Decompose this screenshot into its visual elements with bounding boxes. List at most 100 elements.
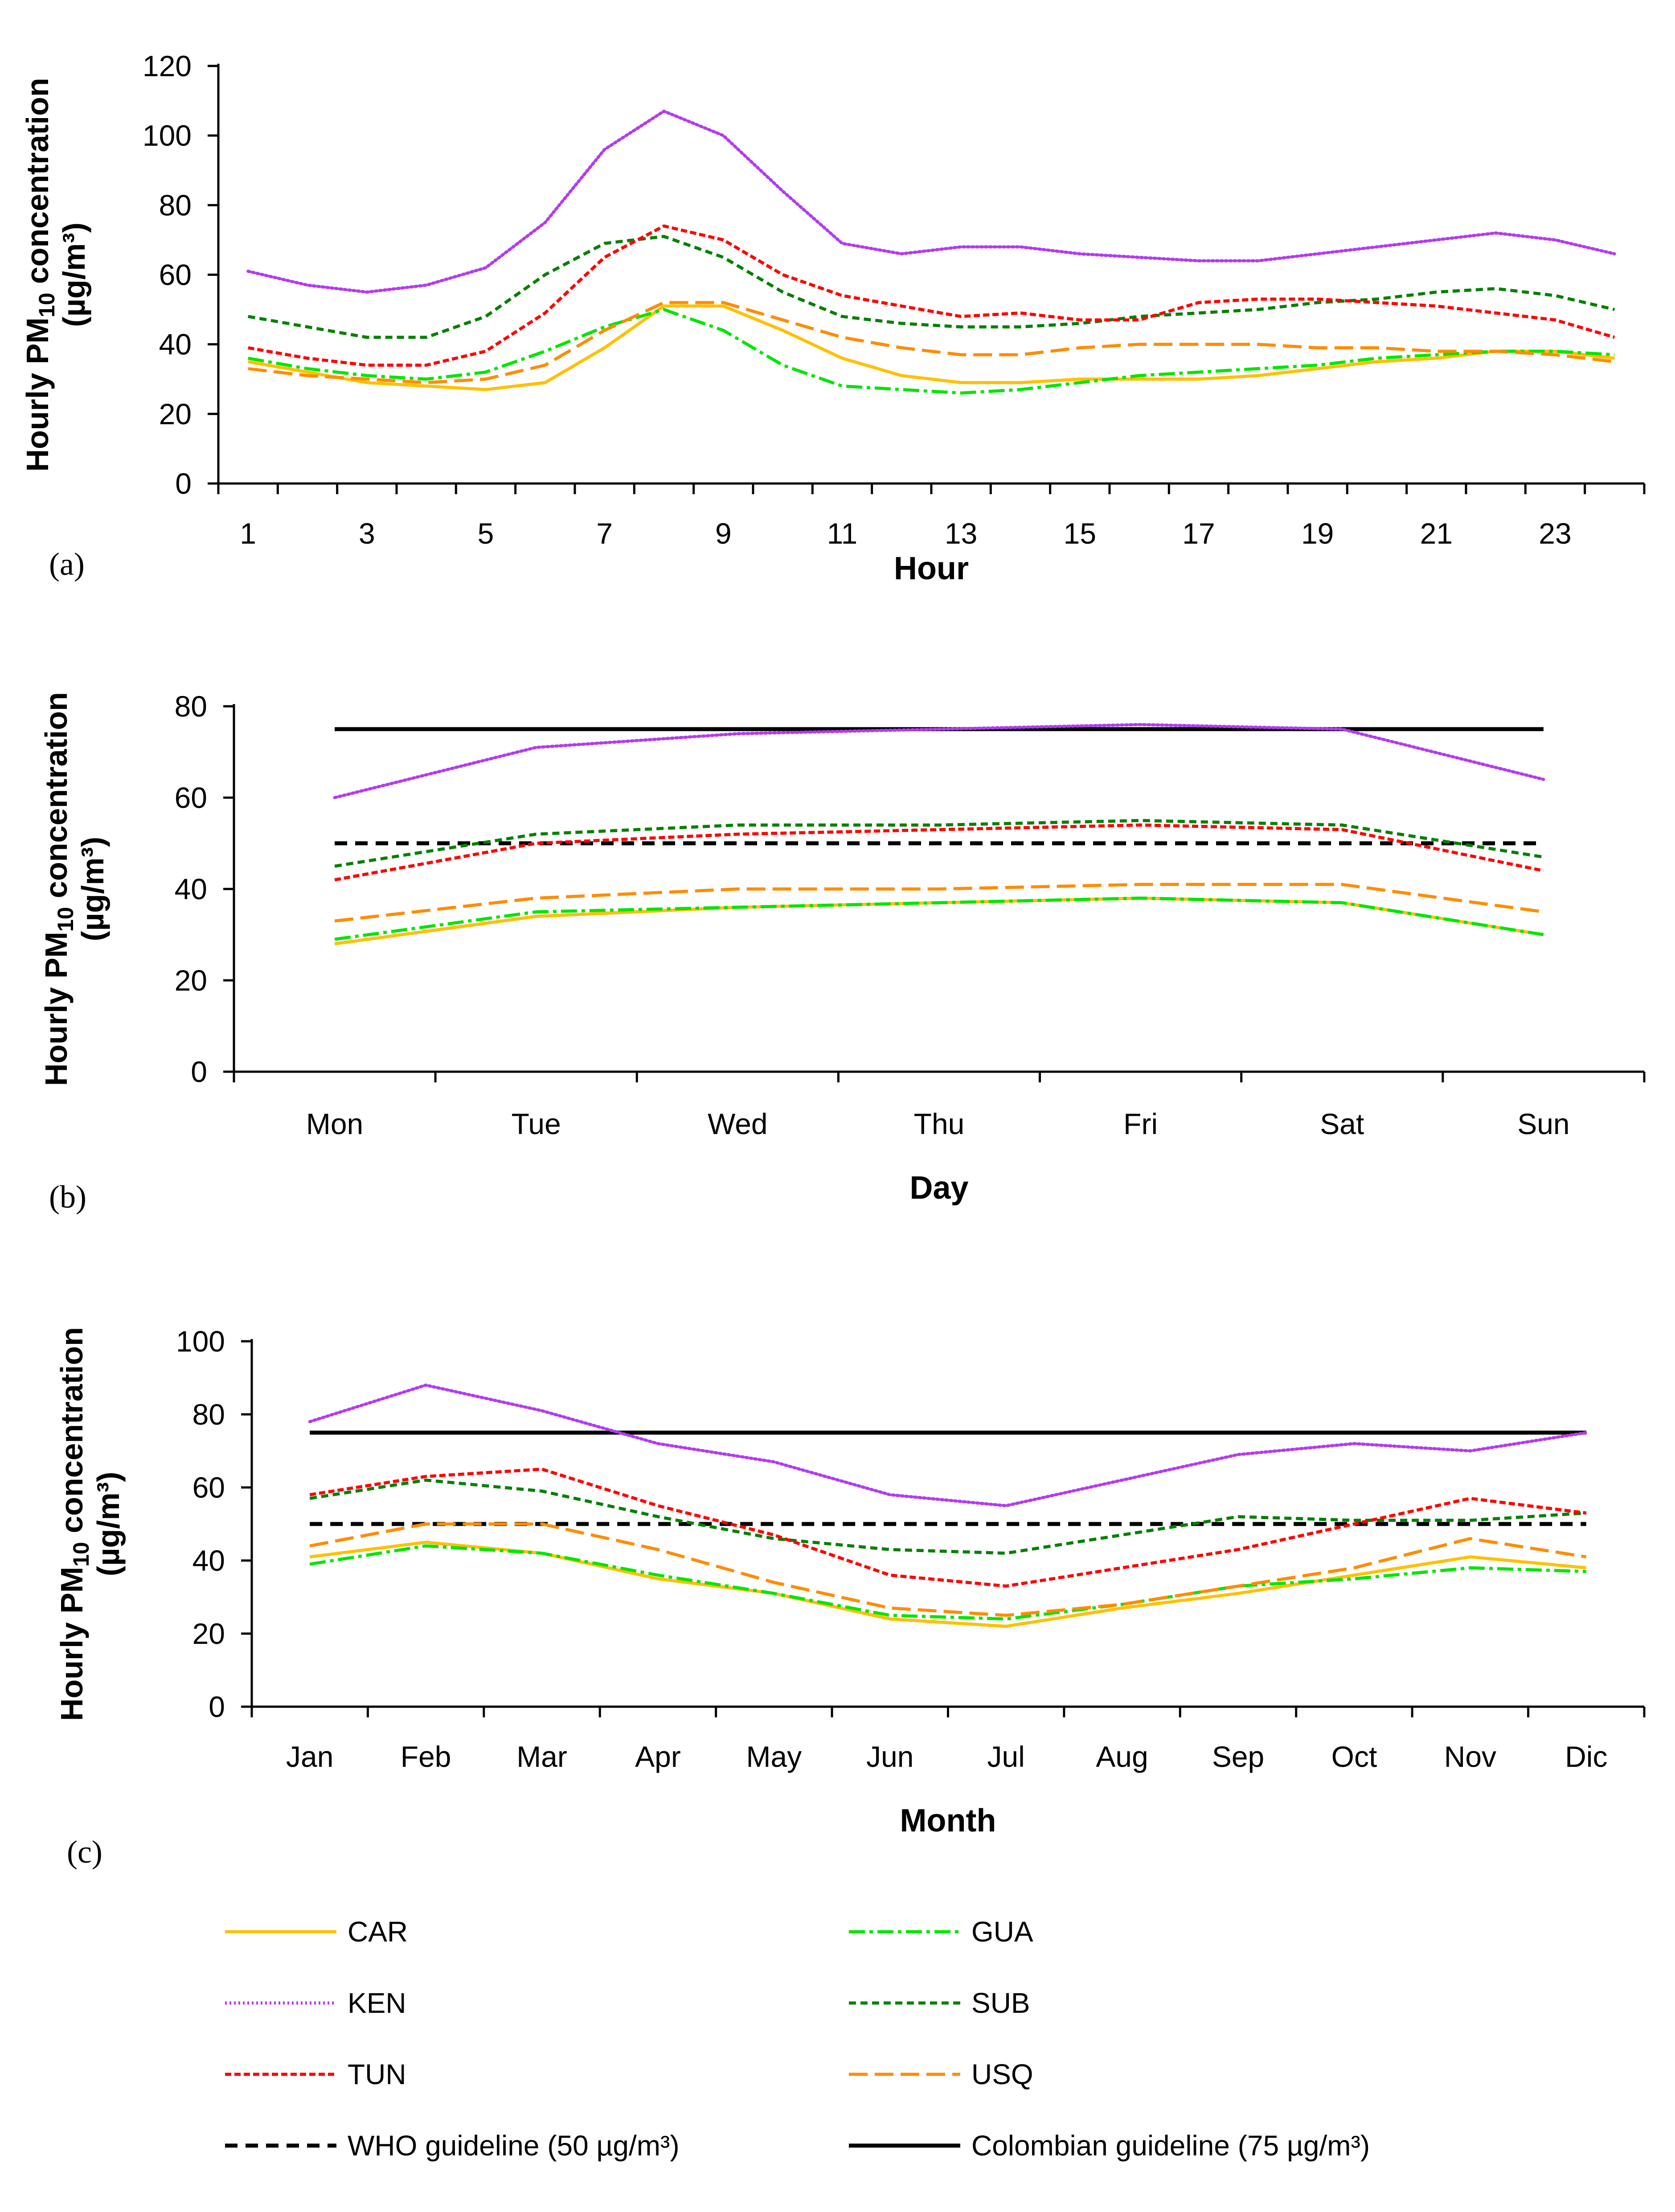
series-line-tun [309,1467,1587,1588]
x-tick-label: Apr [635,1740,681,1773]
y-tick-label: 60 [192,1471,225,1504]
y-axis-title-suffix: concentration [20,78,55,292]
y-tick-label: 0 [191,1055,207,1088]
x-tick-label: Sun [1517,1107,1569,1140]
y-tick-label: 0 [175,467,192,500]
y-axis-title-prefix: Hourly PM [39,932,74,1086]
series-line-ken [308,1383,1588,1507]
y-axis-title-suffix: concentration [54,1327,89,1542]
x-tick-label: 3 [359,517,375,550]
x-tick-label: Jun [866,1740,913,1773]
x-tick-label: Wed [708,1107,768,1140]
y-axis-title: Hourly PM10 concentration [39,692,78,1086]
x-tick-label: Dic [1565,1740,1607,1773]
x-tick-label: Mar [516,1740,567,1773]
y-tick-label: 20 [175,964,207,997]
x-tick-label: Tue [512,1107,561,1140]
y-tick-label: 20 [192,1617,225,1650]
x-tick-label: 13 [945,517,977,550]
x-tick-label: 9 [715,517,732,550]
chart-panel-b: 0 20 40 60 80 Mon Tue Wed Thu Fri Sat Sun Day Hourly … [39,690,1646,1215]
legend-label-col: Colombian guideline (75 µg/m³) [971,2130,1370,2162]
x-tick-label: 5 [478,517,494,550]
y-tick-label: 60 [159,258,192,291]
x-tick-label: 11 [827,517,858,550]
y-axis-title-subscript: 10 [69,1542,94,1567]
x-tick-label: Fri [1123,1107,1158,1140]
y-axis-title-suffix: concentration [39,692,74,907]
series-line-gua [248,308,1615,395]
series-line-sub [248,235,1615,339]
y-tick-label: 120 [143,49,192,82]
legend-label-tun: TUN [348,2058,406,2090]
x-tick-label: 21 [1420,517,1453,550]
y-tick-label: 80 [159,188,192,221]
x-tick-label: Sep [1212,1740,1264,1773]
panel-label: (b) [49,1179,86,1215]
x-tick-label: 1 [240,517,256,550]
series-line-car [309,1540,1587,1628]
y-tick-label: 60 [175,781,207,814]
series-line-ken [246,110,1616,294]
panel-label: (a) [49,546,85,582]
y-axis-title: Hourly PM10 concentration [54,1327,94,1721]
y-axis-unit: (µg/m³) [91,1472,126,1577]
series-line-gua [309,1544,1586,1621]
x-tick-label: 23 [1539,517,1571,550]
y-tick-label: 40 [192,1544,225,1577]
y-tick-label: 0 [209,1690,225,1723]
x-tick-label: Aug [1096,1740,1148,1773]
y-tick-label: 100 [143,119,192,152]
legend-label-car: CAR [348,1916,408,1948]
x-tick-label: Jul [987,1740,1025,1773]
series-line-gua [334,897,1544,941]
x-tick-label: May [746,1740,802,1773]
x-tick-label: 17 [1182,517,1215,550]
y-tick-label: 40 [159,328,192,361]
y-tick-label: 20 [159,397,192,430]
x-tick-label: Sat [1320,1107,1364,1140]
series-line-tun [248,224,1615,367]
x-tick-label: 7 [596,517,613,550]
series-line-usq [334,883,1544,923]
x-tick-label: Mon [306,1107,363,1140]
x-tick-label: Nov [1444,1740,1496,1773]
series-line-tun [334,823,1544,881]
legend-label-who: WHO guideline (50 µg/m³) [348,2130,680,2162]
series-line-car [248,304,1615,391]
x-tick-label: Oct [1331,1740,1377,1773]
x-axis-title: Hour [894,551,969,586]
y-axis-title-subscript: 10 [34,293,59,318]
legend-label-sub: SUB [971,1987,1030,2019]
legend-label-ken: KEN [348,1987,406,2019]
x-tick-label: 15 [1064,517,1096,550]
y-tick-label: 40 [175,873,207,905]
x-tick-label: Jan [286,1740,333,1773]
x-tick-label: Thu [914,1107,965,1140]
x-axis-title: Day [909,1170,968,1206]
x-tick-label: Feb [401,1740,451,1773]
panel-label: (c) [67,1834,102,1870]
y-axis-title-subscript: 10 [53,907,78,932]
series-line-sub [309,1479,1587,1555]
legend: CAR GUA KEN SUB TUN USQ WHO guideline (50 µg/m… [225,1916,1370,2162]
series-line-sub [334,819,1544,868]
series-line-usq [248,301,1615,385]
y-tick-label: 100 [176,1325,225,1358]
chart-panel-c: 0 20 40 60 80 100 Jan Feb Mar Apr May Jun Jul Aug Sep O… [54,1325,1646,1870]
y-axis-title: Hourly PM10 concentration [20,78,59,471]
y-axis-title-prefix: Hourly PM [54,1567,89,1721]
legend-label-usq: USQ [971,2058,1033,2090]
x-tick-label: 19 [1301,517,1334,550]
y-axis-title-prefix: Hourly PM [20,317,55,471]
y-axis-unit: (µg/m³) [75,837,110,942]
y-tick-label: 80 [192,1398,225,1431]
series-line-usq [309,1522,1587,1617]
y-axis-unit: (µg/m³) [57,222,91,327]
x-axis-title: Month [900,1803,996,1839]
series-line-ken [333,723,1545,799]
y-tick-label: 80 [175,690,207,723]
legend-label-gua: GUA [971,1916,1033,1948]
